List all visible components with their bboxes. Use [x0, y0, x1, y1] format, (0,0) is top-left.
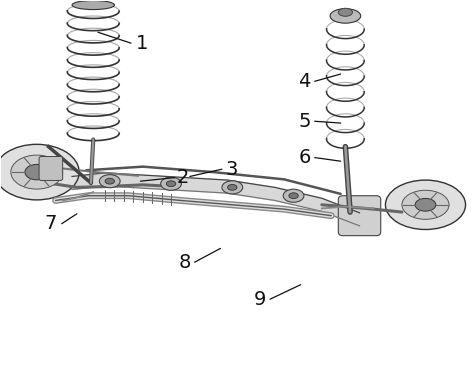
Ellipse shape: [25, 164, 48, 180]
Ellipse shape: [100, 175, 120, 188]
Ellipse shape: [161, 177, 182, 190]
Text: 9: 9: [254, 290, 266, 309]
Text: 5: 5: [298, 112, 310, 131]
Ellipse shape: [338, 8, 353, 16]
Ellipse shape: [283, 189, 304, 202]
Text: 6: 6: [298, 148, 310, 167]
Polygon shape: [72, 173, 359, 226]
Ellipse shape: [385, 180, 465, 229]
Ellipse shape: [11, 155, 63, 189]
Ellipse shape: [166, 181, 176, 187]
Ellipse shape: [402, 190, 449, 219]
FancyBboxPatch shape: [338, 196, 381, 236]
Ellipse shape: [222, 181, 243, 194]
Ellipse shape: [228, 184, 237, 190]
Text: 3: 3: [225, 160, 237, 179]
Text: 7: 7: [45, 214, 57, 233]
FancyBboxPatch shape: [39, 157, 63, 180]
Text: 2: 2: [177, 168, 189, 187]
Ellipse shape: [415, 198, 436, 211]
Text: 1: 1: [136, 34, 148, 53]
Ellipse shape: [0, 144, 79, 200]
Ellipse shape: [289, 193, 298, 199]
Ellipse shape: [330, 9, 361, 23]
Ellipse shape: [105, 178, 115, 184]
Text: 8: 8: [179, 253, 191, 272]
Ellipse shape: [72, 0, 115, 10]
Text: 4: 4: [298, 72, 310, 91]
